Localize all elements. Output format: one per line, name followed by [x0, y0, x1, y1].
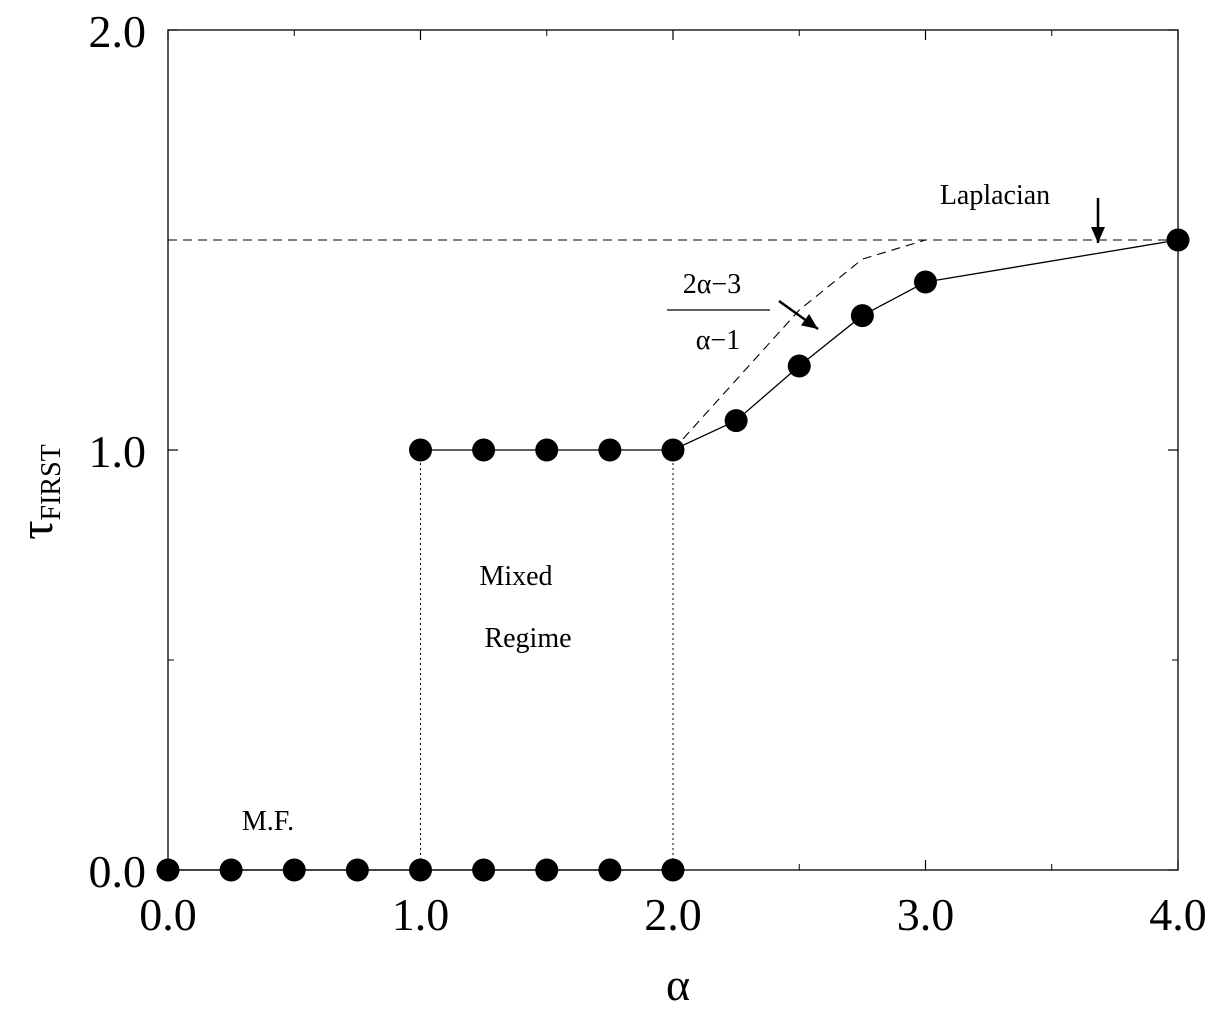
data-point: [598, 858, 622, 882]
x-tick-label: 3.0: [897, 889, 955, 940]
y-tick-label: 2.0: [89, 6, 147, 57]
data-point: [535, 858, 559, 882]
y-tick-label: 1.0: [89, 426, 147, 477]
x-tick-label: 2.0: [644, 889, 702, 940]
data-point: [787, 354, 811, 378]
dashed-reference-line: [672, 239, 926, 451]
x-axis-label: α: [666, 959, 690, 1009]
laplacian-annotation: Laplacian: [940, 180, 1050, 211]
data-point: [409, 438, 432, 462]
y-axis-label-group: τFIRST: [10, 444, 67, 540]
data-point: [850, 304, 874, 328]
laplacian-arrow-head: [1091, 227, 1105, 243]
data-point: [724, 409, 748, 433]
data-point: [219, 858, 243, 882]
data-point: [661, 438, 685, 462]
data-point: [409, 858, 432, 882]
data-point: [472, 438, 496, 462]
data-point: [282, 858, 306, 882]
x-tick-label: 1.0: [392, 889, 450, 940]
regime-annotation: Regime: [484, 623, 571, 654]
data-point: [535, 438, 559, 462]
data-point: [472, 858, 496, 882]
formula-denominator: α−1: [696, 325, 740, 356]
formula-numerator: 2α−3: [683, 269, 741, 300]
mf-annotation: M.F.: [242, 806, 294, 837]
data-point: [661, 858, 685, 882]
y-axis-label: τ: [10, 520, 63, 539]
y-tick-label: 0.0: [89, 846, 147, 897]
series-2-line: [420, 239, 1179, 451]
svg-text:τFIRST: τFIRST: [10, 444, 67, 540]
data-point: [598, 438, 622, 462]
x-tick-label: 0.0: [139, 889, 197, 940]
y-axis-label-subscript: FIRST: [36, 444, 67, 520]
mixed-annotation: Mixed: [479, 561, 552, 592]
data-points: [156, 228, 1190, 882]
x-tick-label: 4.0: [1149, 889, 1207, 940]
reference-lines: [168, 239, 1178, 870]
axis-ticks: 0.0 1.0 2.0 3.0 4.0 0.0 1.0 2.0: [89, 6, 1207, 940]
annotation-arrows: [778, 198, 1105, 331]
data-point: [1166, 228, 1190, 252]
data-point: [156, 858, 180, 882]
data-point: [914, 270, 937, 294]
data-point: [345, 858, 369, 882]
formula-arrow-head: [800, 313, 818, 329]
